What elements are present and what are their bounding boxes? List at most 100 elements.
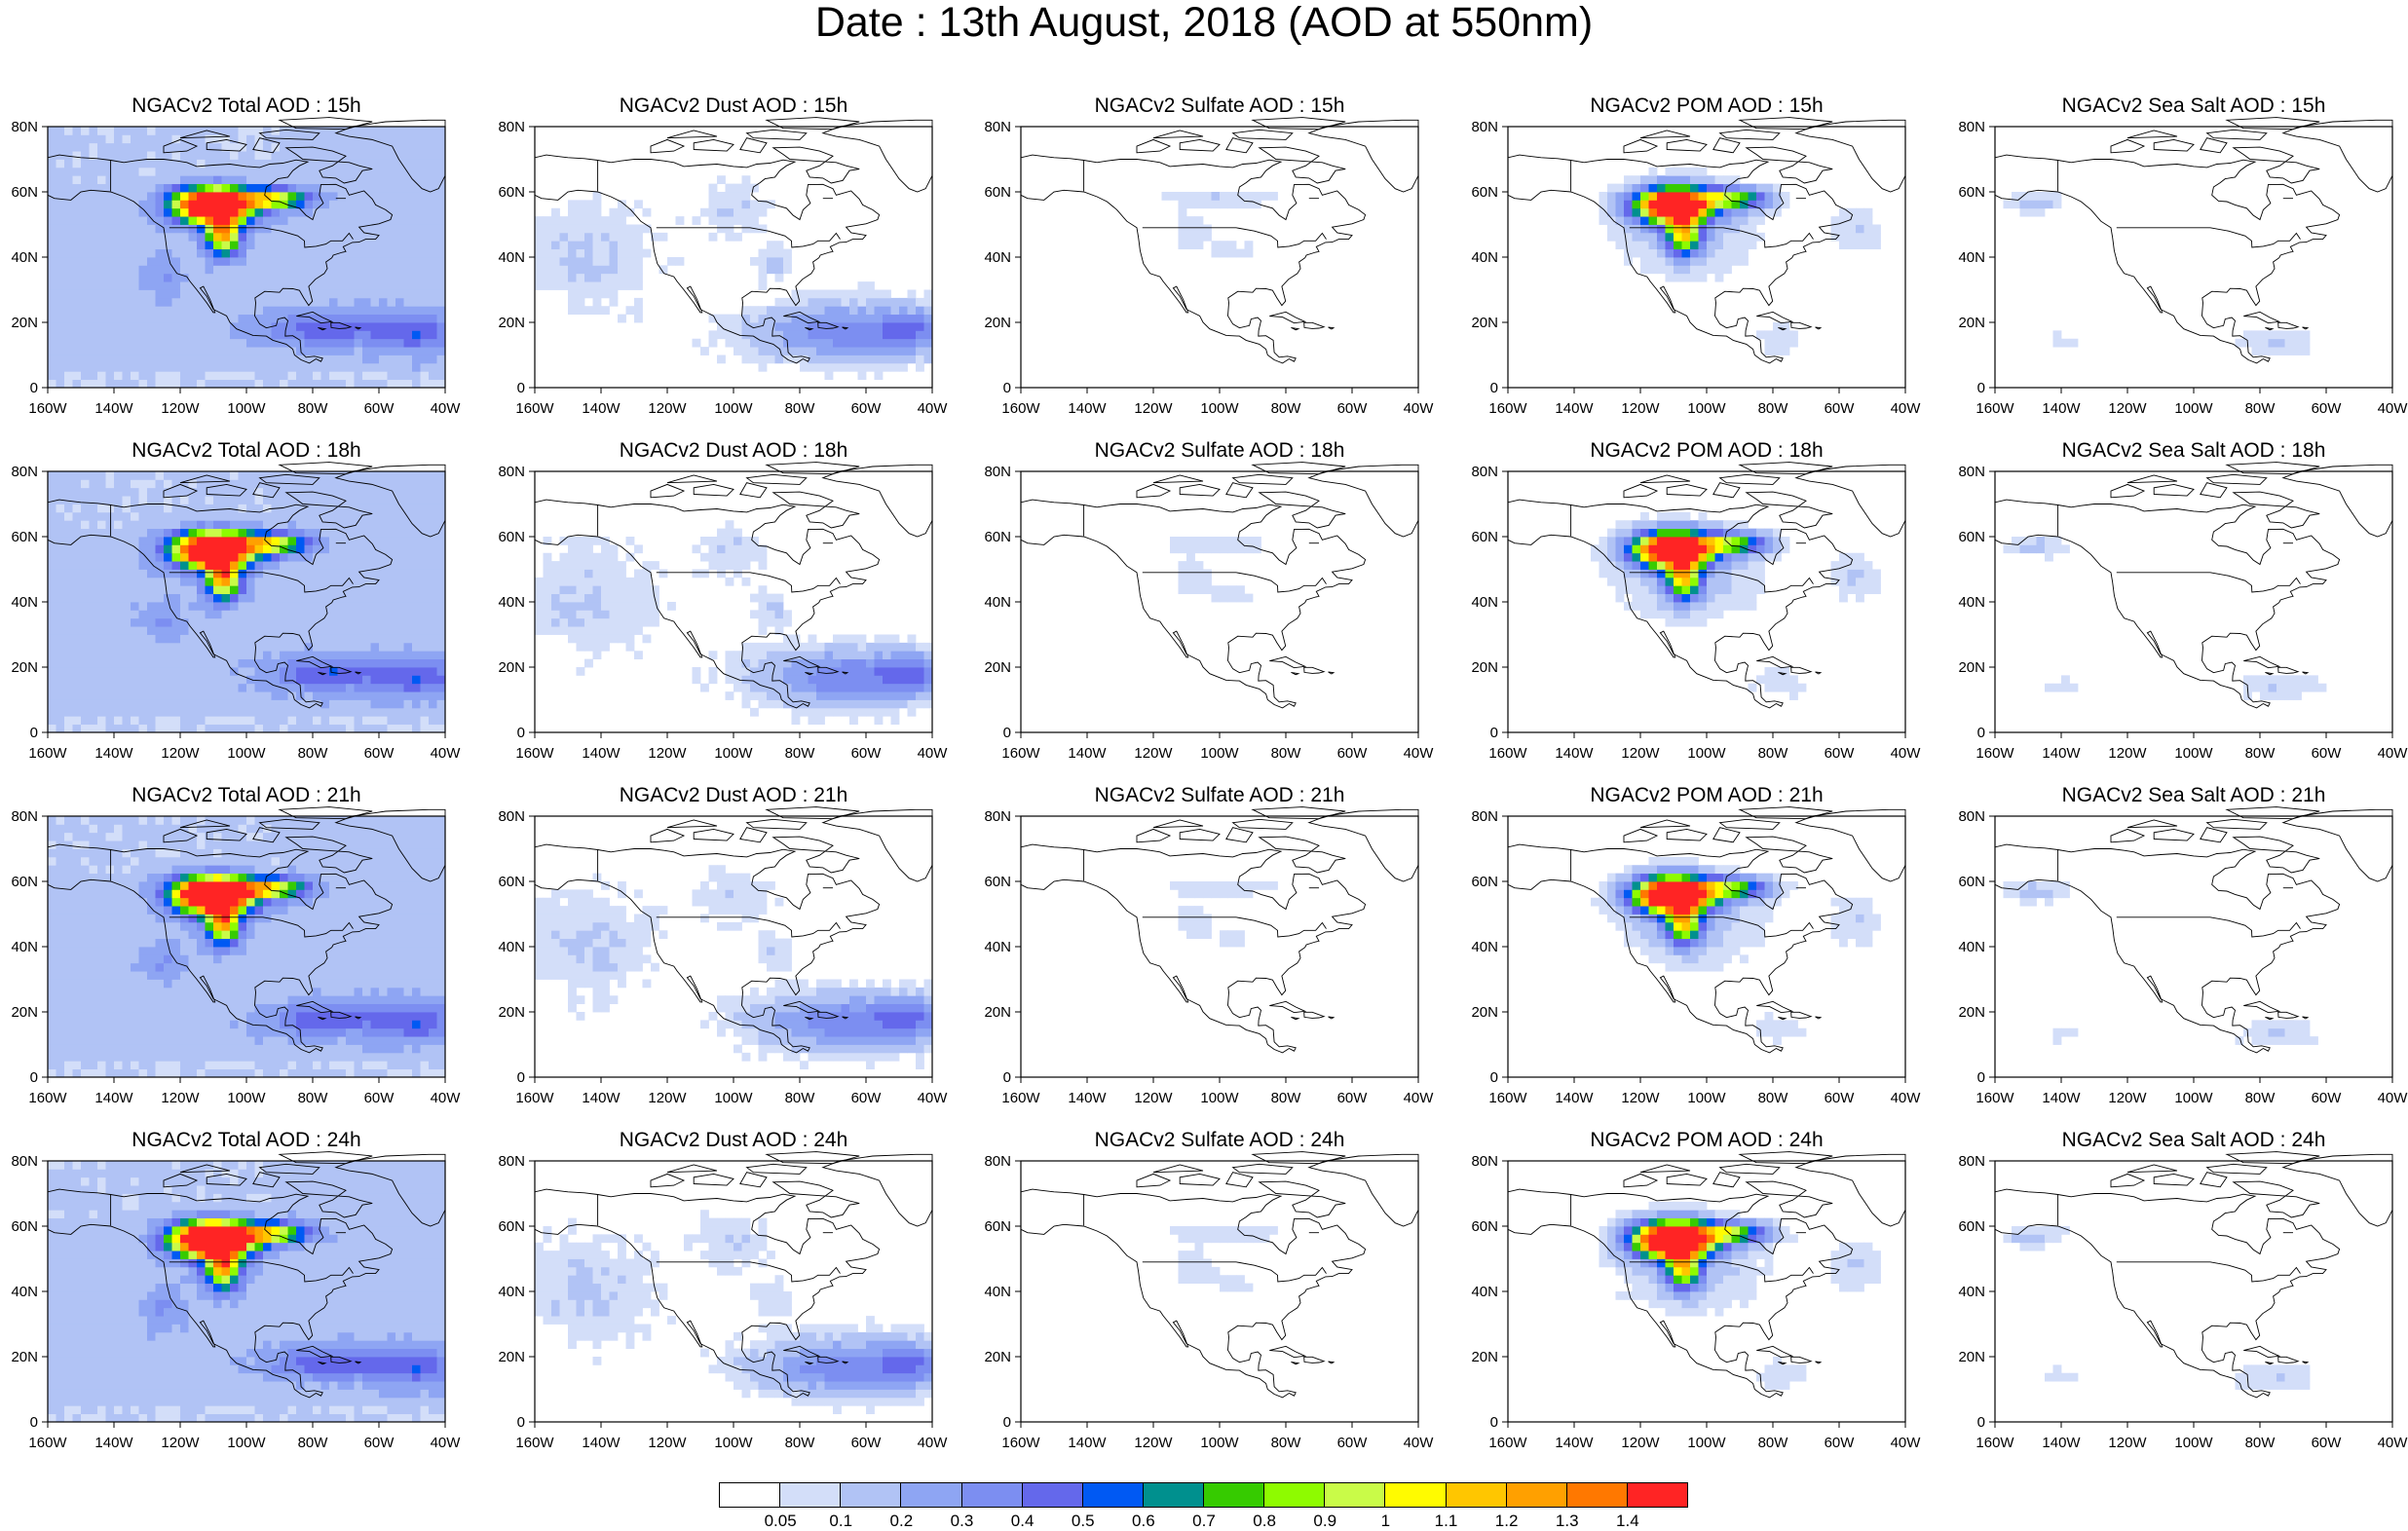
aod-cell: [329, 224, 338, 234]
aod-cell: [64, 289, 73, 299]
aod-cell: [1607, 577, 1616, 586]
aod-cell: [131, 667, 139, 676]
aod-cell: [2268, 338, 2277, 348]
aod-cell: [221, 520, 231, 530]
aod-cell: [296, 371, 305, 381]
aod-cell: [436, 487, 446, 497]
aod-cell: [329, 142, 338, 152]
aod-cell: [354, 675, 363, 685]
aod-cell: [155, 224, 165, 234]
aod-cell: [403, 281, 413, 290]
aod-cell: [280, 200, 288, 209]
aod-cell: [1615, 192, 1625, 201]
aod-cell: [420, 281, 430, 290]
aod-cell: [436, 200, 446, 209]
aod-cell: [254, 667, 264, 676]
aod-cell: [379, 232, 388, 242]
aod-cell: [395, 602, 404, 611]
aod-cell: [1690, 200, 1699, 209]
aod-cell: [230, 200, 239, 209]
aod-cell: [89, 297, 98, 307]
aod-cell: [568, 297, 577, 307]
aod-cell: [395, 322, 404, 331]
aod-cell: [551, 232, 560, 242]
aod-cell: [287, 306, 297, 316]
aod-cell: [1723, 248, 1732, 258]
x-tick-label: 120W: [2108, 400, 2147, 417]
aod-cell: [296, 716, 305, 726]
aod-cell: [304, 520, 314, 530]
aod-cell: [1690, 175, 1699, 185]
aod-cell: [180, 224, 189, 234]
aod-cell: [320, 634, 330, 644]
aod-cell: [429, 257, 437, 266]
aod-cell: [1269, 192, 1278, 201]
aod-cell: [429, 159, 437, 168]
aod-cell: [412, 626, 421, 635]
aod-cell: [1731, 200, 1741, 209]
aod-cell: [791, 707, 801, 717]
aod-cell: [403, 716, 413, 726]
aod-cell: [1789, 330, 1798, 340]
aod-cell: [81, 511, 90, 521]
aod-cell: [1220, 544, 1228, 554]
aod-cell: [1674, 192, 1682, 201]
aod-cell: [412, 651, 421, 660]
aod-cell: [131, 528, 139, 538]
aod-cell: [337, 273, 347, 282]
aod-cell: [89, 355, 98, 364]
aod-cell: [329, 216, 338, 225]
aod-cell: [808, 362, 817, 372]
aod-cell: [320, 257, 330, 266]
aod-cell: [105, 496, 115, 504]
x-tick-label: 40W: [918, 400, 949, 417]
aod-cell: [304, 355, 314, 364]
aod-cell: [271, 134, 281, 144]
aod-cell: [584, 569, 593, 579]
aod-cell: [263, 134, 272, 144]
aod-cell: [164, 626, 172, 635]
aod-cell: [750, 675, 759, 685]
aod-cell: [601, 232, 610, 242]
aod-cell: [584, 224, 593, 234]
aod-cell: [379, 207, 388, 217]
aod-cell: [436, 134, 446, 144]
aod-cell: [138, 192, 148, 201]
aod-cell: [584, 593, 593, 603]
aod-cell: [1731, 232, 1741, 242]
aod-cell: [387, 479, 396, 489]
aod-cell: [568, 224, 577, 234]
aod-cell: [97, 520, 106, 530]
aod-cell: [692, 569, 701, 579]
aod-cell: [271, 634, 281, 644]
aod-cell: [592, 192, 602, 201]
y-tick-label: 40N: [498, 594, 525, 611]
aod-cell: [287, 593, 297, 603]
aod-cell: [138, 379, 148, 389]
aod-cell: [304, 658, 314, 668]
coastline-path: [817, 666, 840, 674]
aod-cell: [1674, 241, 1682, 250]
aod-cell: [105, 330, 115, 340]
aod-cell: [221, 224, 231, 234]
aod-cell: [436, 537, 446, 545]
aod-cell: [114, 289, 123, 299]
aod-cell: [395, 241, 404, 250]
aod-cell: [164, 289, 172, 299]
y-tick-label: 80N: [984, 119, 1011, 135]
aod-cell: [767, 306, 775, 316]
aod-cell: [147, 265, 156, 275]
aod-cell: [609, 561, 619, 570]
aod-cell: [916, 330, 924, 340]
aod-cell: [1640, 537, 1649, 545]
aod-cell: [122, 200, 132, 209]
aod-cell: [329, 716, 338, 726]
aod-cell: [1244, 537, 1254, 545]
aod-cell: [155, 216, 165, 225]
aod-cell: [1723, 192, 1732, 201]
aod-cell: [180, 593, 189, 603]
aod-cell: [1665, 200, 1674, 209]
aod-cell: [180, 159, 189, 168]
aod-cell: [403, 651, 413, 660]
aod-cell: [403, 257, 413, 266]
